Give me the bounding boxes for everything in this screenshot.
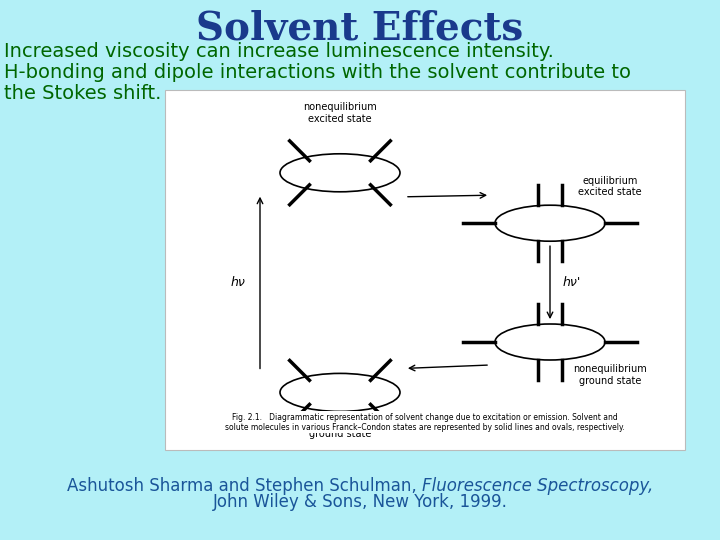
Text: hν: hν: [230, 276, 246, 289]
Text: equilibrium
excited state: equilibrium excited state: [578, 176, 642, 197]
Text: Increased viscosity can increase luminescence intensity.: Increased viscosity can increase lumines…: [4, 42, 554, 61]
Text: Ashutosh Sharma and Stephen Schulman, —placeholder—John Wiley & Sons, New York, : Ashutosh Sharma and Stephen Schulman, —p…: [327, 485, 393, 487]
Text: Fluorescence Spectroscopy,: Fluorescence Spectroscopy,: [422, 477, 653, 495]
Text: John Wiley & Sons, New York, 1999.: John Wiley & Sons, New York, 1999.: [212, 493, 508, 511]
Ellipse shape: [495, 324, 605, 360]
Ellipse shape: [495, 205, 605, 241]
Text: Solvent Effects: Solvent Effects: [197, 10, 523, 48]
Text: H-bonding and dipole interactions with the solvent contribute to: H-bonding and dipole interactions with t…: [4, 63, 631, 82]
Ellipse shape: [280, 154, 400, 192]
Text: the Stokes shift.: the Stokes shift.: [4, 84, 161, 103]
Text: hν': hν': [563, 276, 581, 289]
Text: Ashutosh Sharma and Stephen Schulman,: Ashutosh Sharma and Stephen Schulman,: [67, 477, 422, 495]
Ellipse shape: [280, 373, 400, 411]
Text: equilibrium
ground state: equilibrium ground state: [309, 417, 372, 439]
Text: Fig. 2.1.   Diagrammatic representation of solvent change due to excitation or e: Fig. 2.1. Diagrammatic representation of…: [225, 413, 625, 432]
Text: nonequilibrium
ground state: nonequilibrium ground state: [573, 364, 647, 386]
Text: nonequilibrium
excited state: nonequilibrium excited state: [303, 102, 377, 124]
Bar: [165, 90, 685, 450]
